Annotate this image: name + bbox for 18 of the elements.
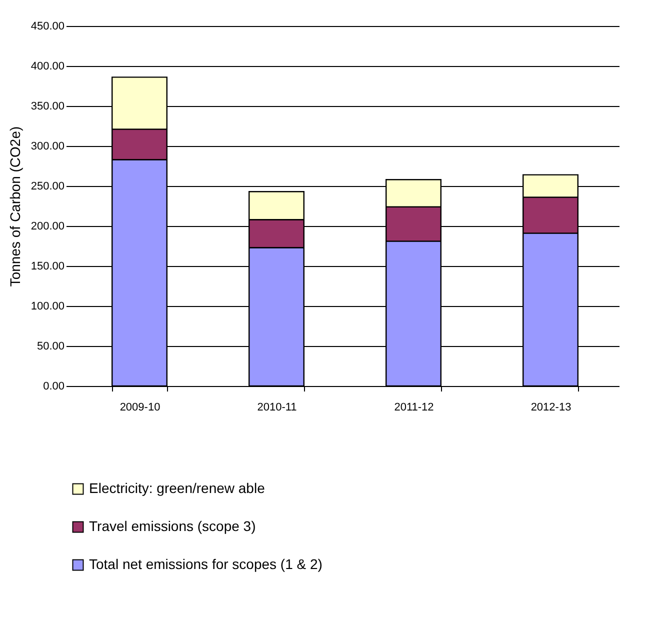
y-tick-label: 150.00 (30, 260, 64, 272)
legend-label: Total net emissions for scopes (1 & 2) (89, 556, 322, 572)
legend-label: Travel emissions (scope 3) (89, 518, 256, 534)
y-tick-label: 400.00 (30, 60, 64, 72)
y-tick-label: 0.00 (43, 380, 64, 392)
y-axis-title: Tonnes of Carbon (CO2e) (6, 126, 23, 287)
y-tick-label: 200.00 (30, 220, 64, 232)
y-tick-label: 350.00 (30, 100, 64, 112)
y-tick-label: 50.00 (36, 340, 64, 352)
legend-label: Electricity: green/renew able (89, 480, 266, 496)
x-tick-label: 2009-10 (120, 402, 160, 414)
y-tick-label: 250.00 (30, 180, 64, 192)
y-tick-label: 100.00 (30, 300, 64, 312)
x-tick-label: 2011-12 (394, 402, 434, 414)
x-tick-label: 2012-13 (530, 402, 572, 414)
y-tick-label: 300.00 (30, 140, 64, 152)
x-tick-label: 2010-11 (257, 402, 297, 414)
y-tick-label: 450.00 (30, 20, 64, 32)
